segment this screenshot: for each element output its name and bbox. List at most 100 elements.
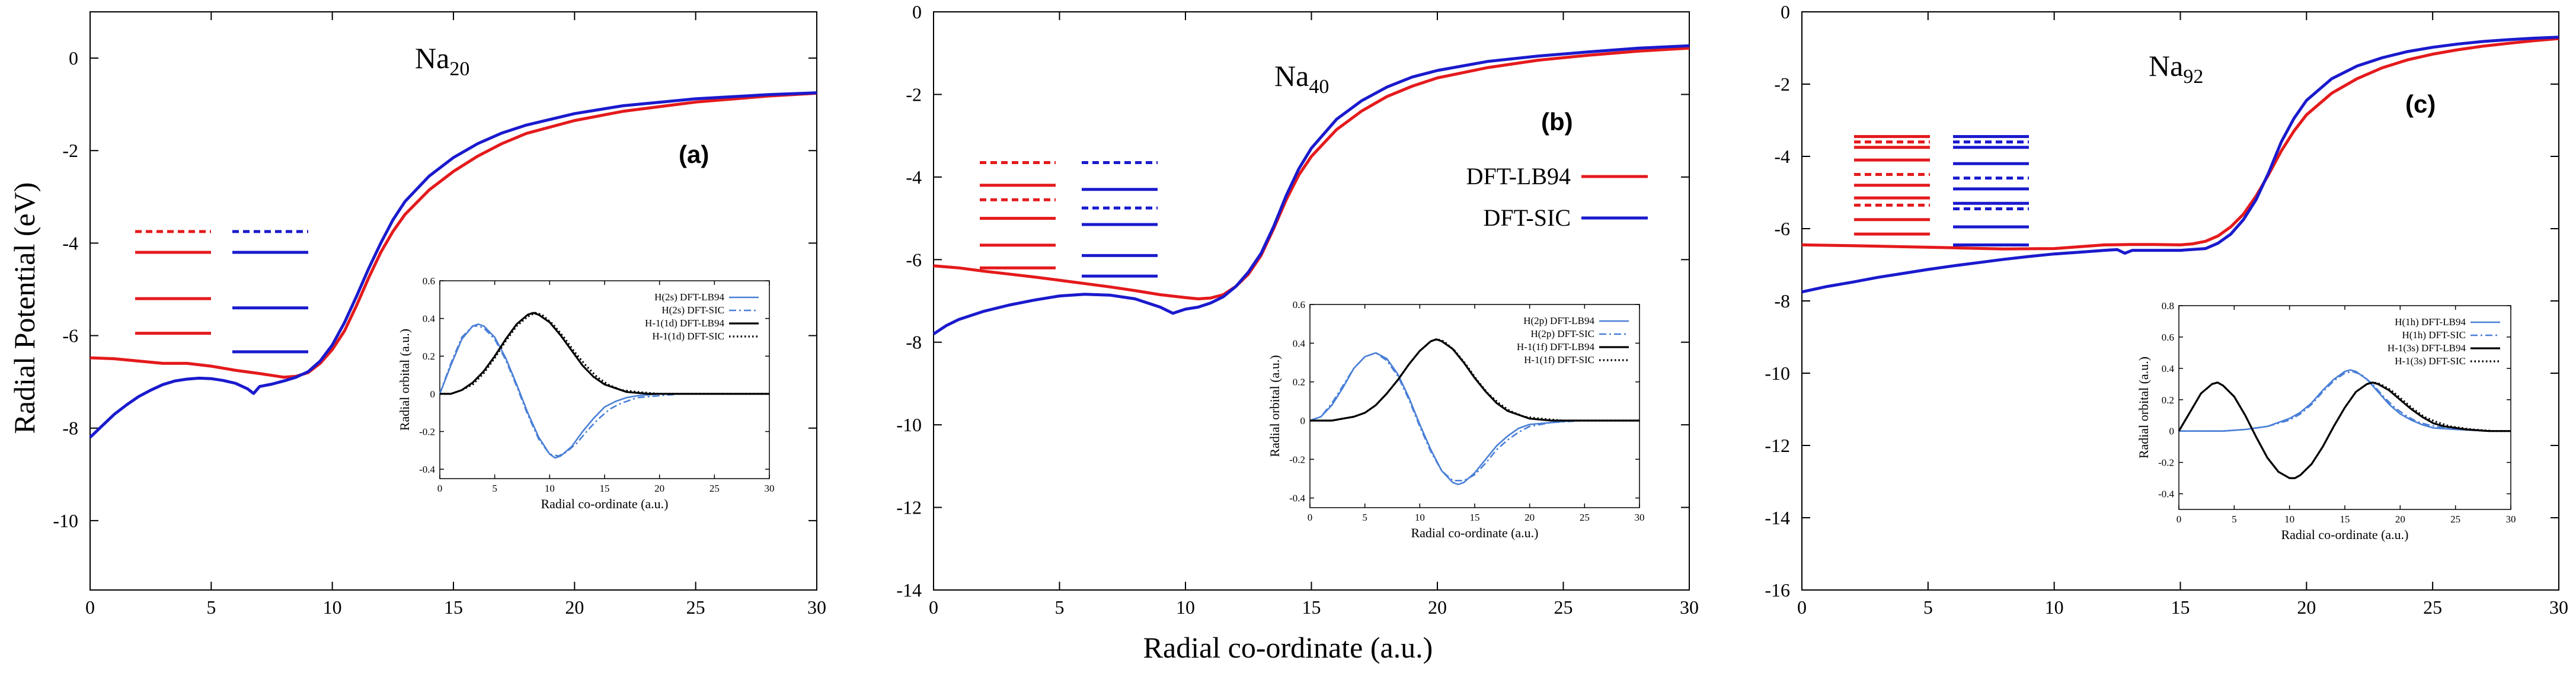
inset-x-tick-label: 25	[2450, 514, 2460, 525]
y-tick-label: -6	[62, 325, 78, 347]
y-tick-label: 0	[912, 1, 922, 23]
series-line-lb94	[90, 91, 817, 379]
y-tick-label: -2	[906, 84, 922, 105]
y-tick-label: -14	[896, 579, 922, 601]
inset-x-axis-label: Radial co-ordinate (a.u.)	[541, 496, 668, 511]
panel-title-subscript: 40	[1309, 76, 1329, 98]
inset-plot: 0 5 10 15 20 25 30 0.8 0.6 0.4 0.2 0 -0.2 -0.4 Radial …	[2136, 300, 2516, 542]
inset-x-tick-label: 25	[1580, 512, 1590, 523]
panel-c: 0 5 10 15 20 25 30 0 -2 -4 -6 -8 -10 -12 -14 -16 Na92 (c)…	[1765, 1, 2568, 618]
panel-tag: (b)	[1541, 108, 1573, 136]
inset-y-tick-label: 0.4	[1293, 338, 1306, 349]
inset-y-tick-label: -0.2	[1289, 454, 1305, 465]
y-tick-label: -4	[1774, 146, 1790, 167]
inset-y-tick-label: -0.2	[419, 426, 435, 437]
inset-legend-label: H(2p) DFT-SIC	[1530, 328, 1594, 339]
inset-legend-label: H(2s) DFT-LB94	[654, 291, 724, 303]
inset-plot: 0 5 10 15 20 25 30 0.6 0.4 0.2 0 -0.2 -0.4 Radial co-…	[1267, 299, 1645, 540]
x-tick-label: 30	[807, 597, 826, 618]
series-line-sic	[1801, 36, 2559, 294]
inset-x-tick-label: 0	[2177, 514, 2182, 525]
panel-title-subscript: 92	[2183, 66, 2203, 88]
inset-x-tick-label: 30	[765, 483, 775, 494]
inset-x-tick-label: 15	[1470, 512, 1480, 523]
panel-tag: (a)	[679, 140, 709, 168]
x-tick-label: 25	[686, 597, 705, 618]
inset-x-tick-label: 20	[1524, 512, 1535, 523]
inset-y-tick-label: 0.6	[2162, 332, 2174, 343]
legend-label: DFT-LB94	[1466, 163, 1571, 190]
x-axis-label: Radial co-ordinate (a.u.)	[1143, 631, 1433, 664]
y-tick-label: -14	[1765, 507, 1790, 528]
panel-title: Na20	[415, 41, 469, 80]
y-tick-label: -12	[896, 497, 922, 518]
inset-series-line	[2178, 381, 2511, 479]
inset-y-tick-label: 0.2	[2162, 395, 2174, 406]
panel-title-prefix: Na	[1274, 59, 1309, 92]
x-tick-label: 20	[2297, 597, 2316, 618]
inset-x-tick-label: 20	[654, 483, 664, 494]
inset-x-tick-label: 5	[492, 483, 497, 494]
x-tick-label: 5	[1923, 597, 1933, 618]
x-tick-label: 15	[2171, 597, 2190, 618]
y-tick-label: -8	[1774, 290, 1790, 312]
inset-y-axis-label: Radial orbital (a.u.)	[397, 329, 412, 431]
x-tick-label: 20	[1428, 597, 1447, 618]
inset-y-tick-label: 0.2	[423, 351, 435, 362]
inset-y-axis-label: Radial orbital (a.u.)	[1267, 355, 1282, 457]
inset-series-line	[2179, 370, 2511, 432]
y-tick-label: -16	[1765, 579, 1790, 601]
panel-title: Na40	[1274, 59, 1329, 98]
y-tick-label: -10	[53, 510, 78, 531]
inset-x-tick-label: 5	[1362, 512, 1367, 523]
inset-y-tick-label: -0.4	[1289, 493, 1305, 504]
y-tick-label: 0	[1781, 1, 1790, 23]
inset-x-tick-label: 10	[1415, 512, 1425, 523]
inset-y-tick-label: 0	[430, 389, 436, 400]
x-tick-label: 25	[2423, 597, 2442, 618]
panel-title-prefix: Na	[2149, 49, 2183, 82]
x-tick-label: 10	[2045, 597, 2064, 618]
panel-tag: (c)	[2405, 90, 2436, 118]
y-axis-label: Radial Potential (eV)	[8, 182, 41, 434]
inset-legend-label: H(1h) DFT-SIC	[2402, 329, 2466, 341]
y-tick-label: -10	[896, 414, 922, 435]
panel-title: Na92	[2149, 49, 2203, 88]
inset-frame	[439, 280, 770, 479]
y-tick-label: -8	[62, 418, 78, 439]
x-tick-label: 5	[1055, 597, 1065, 618]
inset-y-tick-label: -0.4	[419, 464, 435, 475]
inset-x-tick-label: 10	[545, 483, 555, 494]
inset-x-tick-label: 30	[2506, 514, 2516, 525]
panel-title-subscript: 20	[449, 58, 469, 80]
inset-legend-label: H-1(1d) DFT-LB94	[645, 318, 724, 329]
inset-x-tick-label: 5	[2232, 514, 2237, 525]
inset-series-line	[439, 323, 769, 459]
inset-y-tick-label: 0.4	[2162, 363, 2175, 374]
inset-series-line	[439, 325, 769, 457]
x-tick-label: 10	[323, 597, 342, 618]
x-tick-label: 30	[1680, 597, 1699, 618]
inset-x-tick-label: 0	[1308, 512, 1313, 523]
inset-legend-label: H-1(3s) DFT-SIC	[2395, 355, 2466, 367]
inset-y-tick-label: 0	[2169, 426, 2175, 437]
inset-y-tick-label: 0.4	[423, 313, 436, 325]
y-tick-label: -4	[906, 166, 922, 188]
inset-y-tick-label: 0	[1300, 415, 1306, 427]
inset-x-tick-label: 0	[437, 483, 443, 494]
y-tick-label: -10	[1765, 363, 1790, 384]
inset-x-tick-label: 25	[709, 483, 720, 494]
inset-legend-label: H-1(1d) DFT-SIC	[652, 331, 724, 342]
series-line-lb94	[1801, 37, 2559, 251]
inset-y-tick-label: 0.6	[423, 275, 435, 287]
inset-y-axis-label: Radial orbital (a.u.)	[2136, 357, 2151, 458]
inset-x-axis-label: Radial co-ordinate (a.u.)	[1411, 525, 1538, 540]
y-tick-label: -12	[1765, 435, 1790, 456]
legend-label: DFT-SIC	[1484, 204, 1571, 231]
inset-x-tick-label: 30	[1635, 512, 1645, 523]
inset-x-tick-label: 10	[2284, 514, 2294, 525]
x-tick-label: 30	[2549, 597, 2568, 618]
inset-y-tick-label: 0.6	[1293, 299, 1305, 310]
series-line-sic	[932, 44, 1690, 335]
